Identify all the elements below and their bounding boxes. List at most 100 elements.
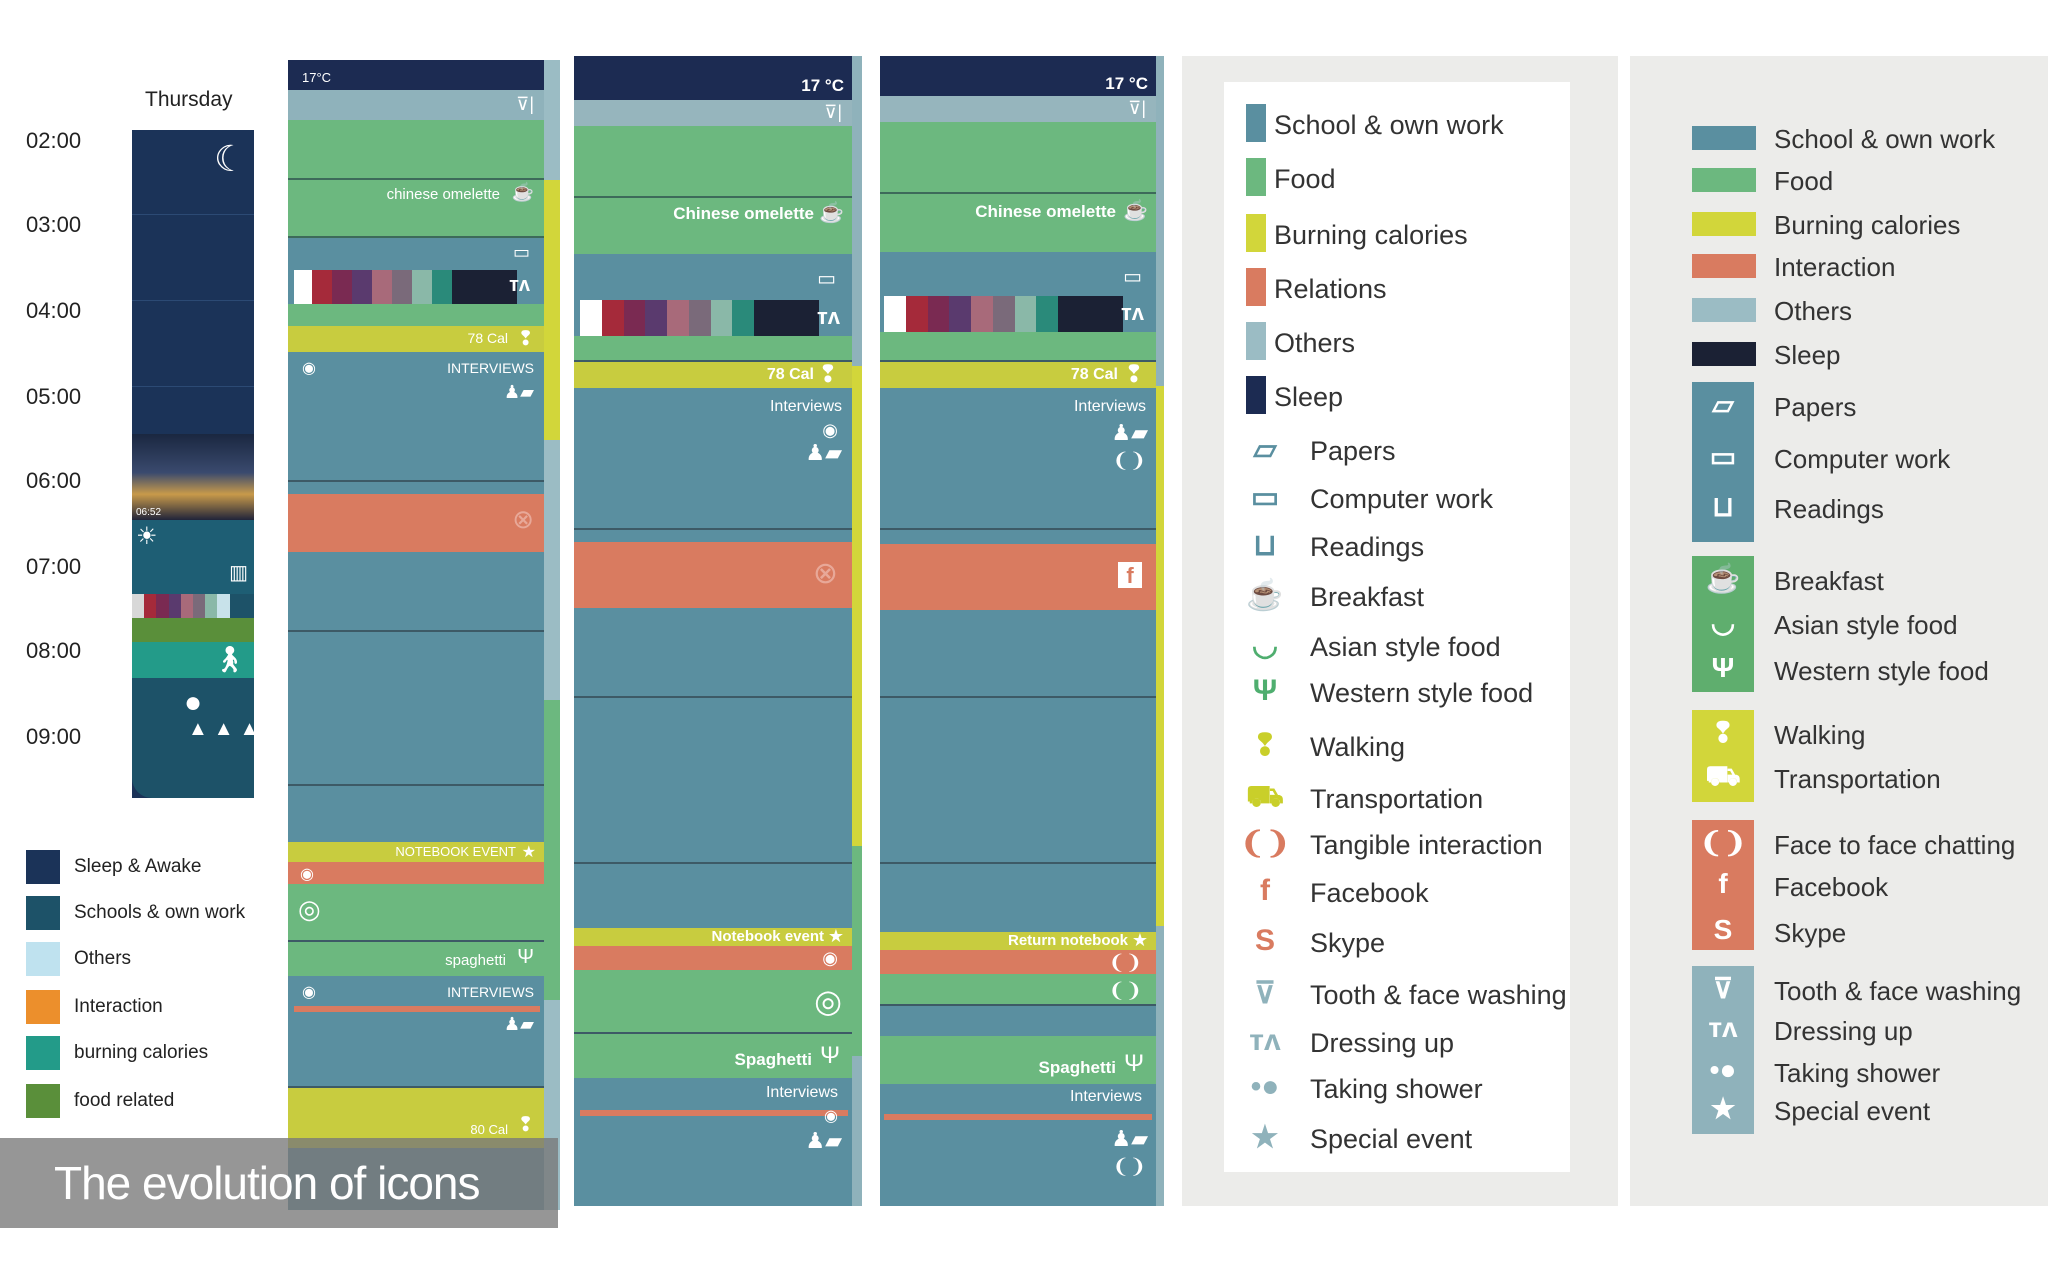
- legend-label: Others: [1274, 328, 1356, 358]
- legend-swatch: [1246, 158, 1266, 196]
- interviews-label: Interviews: [765, 1084, 838, 1101]
- interview-icon: ♟▰: [805, 1128, 842, 1153]
- shower-icon: ◎: [298, 894, 321, 924]
- interview-icon: ♟▰: [1111, 1126, 1148, 1151]
- legend-label: Special event: [1774, 1096, 1931, 1126]
- book-icon: ▥: [229, 562, 248, 584]
- food-label: Chinese omelette: [975, 202, 1116, 221]
- legend-label: Computer work: [1774, 444, 1951, 474]
- legend-swatch: [1692, 212, 1756, 236]
- target-icon: ◉: [302, 360, 316, 377]
- legend-swatch: [26, 850, 60, 884]
- legend-label: Food: [1774, 166, 1834, 196]
- legend-swatch: [26, 942, 60, 976]
- legend-label: Dressing up: [1774, 1016, 1913, 1046]
- facebook-icon: f: [1260, 874, 1270, 907]
- legend-label: burning calories: [74, 1042, 209, 1063]
- food-label: spaghetti: [445, 952, 506, 969]
- timeline-column-2: 17 °C ⊽| Chinese omelette ☕ ▭ ᴛᴧ 78 Cal …: [574, 56, 862, 1206]
- shower-icon: ◎: [814, 983, 842, 1019]
- legend-swatch: [1692, 342, 1756, 366]
- legend-panel-middle: [1182, 56, 1618, 1206]
- legend-icon-group: [1692, 710, 1754, 802]
- clothes-icon: ᴛᴧ: [1708, 1012, 1738, 1043]
- footprints-icon: ❢: [817, 361, 838, 388]
- legend-swatch: [1246, 104, 1266, 142]
- breakfast-icon: ☕: [1123, 200, 1148, 222]
- legend-label: Asian style food: [1774, 610, 1958, 640]
- hour-label: 06:00: [26, 468, 82, 493]
- legend-label: Special event: [1310, 1124, 1473, 1154]
- legend-label: Relations: [1274, 274, 1387, 304]
- food-label: chinese omelette: [386, 186, 500, 203]
- hands-icon: ❨❩: [1108, 952, 1142, 974]
- interview-icon: ♟▰: [504, 382, 534, 402]
- legend-label: Schools & own work: [74, 902, 246, 923]
- legend-label: Walking: [1310, 732, 1406, 762]
- facebook-icon: f: [1718, 868, 1728, 899]
- skype-icon: S: [1713, 914, 1733, 945]
- hands-icon: ❨❩: [1699, 827, 1747, 858]
- laptop-icon: ▭: [1250, 481, 1280, 514]
- calories-label: 78 Cal: [766, 366, 814, 383]
- book-icon: ⊔: [1712, 491, 1734, 522]
- legend-swatch: [26, 1036, 60, 1070]
- papers-icon: ▱: [1253, 433, 1277, 466]
- footprints-icon: ❢: [1711, 717, 1735, 748]
- legend-label: Sleep & Awake: [74, 856, 202, 877]
- bubbles-icon: •●: [1250, 1070, 1280, 1103]
- target-icon: ◉: [302, 984, 316, 1001]
- legend-swatch: [1692, 168, 1756, 192]
- legend-label: Skype: [1774, 918, 1847, 948]
- hour-label: 03:00: [26, 212, 82, 237]
- footprints-icon: ❢: [517, 1114, 534, 1136]
- people-icon: ▲▲▲: [188, 718, 254, 740]
- legend-icon-group: [1692, 556, 1754, 692]
- legend-swatch: [1692, 254, 1756, 278]
- breakfast-icon: ☕: [511, 182, 534, 202]
- fork-knife-icon: Ψ: [1123, 1050, 1144, 1077]
- cup-toothbrush-icon: ⊽: [1712, 973, 1734, 1004]
- hands-icon: ⊗: [812, 557, 838, 590]
- target-icon: ◉: [822, 948, 838, 968]
- hour-label: 09:00: [26, 724, 82, 749]
- legend-label: Tooth & face washing: [1310, 980, 1567, 1010]
- food-label: Chinese omelette: [673, 204, 814, 223]
- day-timeline-bar: ☾ 06:52 ☀ ▥ 🚶︎ ● ▲▲▲: [132, 130, 254, 798]
- legend-label: Readings: [1310, 532, 1425, 562]
- timeline-column-1: 17°C ⊽| chinese omelette ☕ ▭ ᴛᴧ 78 Cal ❢…: [288, 60, 560, 1210]
- legend-label: Food: [1274, 164, 1336, 194]
- facebook-icon: f: [1118, 562, 1142, 588]
- cup-toothbrush-icon: ⊽|: [516, 94, 534, 114]
- breakfast-icon: ☕: [1705, 563, 1741, 594]
- star-icon: ★: [521, 844, 536, 861]
- legend-label: Face to face chatting: [1774, 830, 2016, 860]
- hands-icon: ❨❩: [1112, 450, 1146, 472]
- event-label: Notebook event: [711, 928, 824, 945]
- clothes-icon: ᴛᴧ: [509, 274, 530, 296]
- legend-label: Skype: [1310, 928, 1386, 958]
- interview-icon: ♟▰: [504, 1014, 534, 1034]
- legend-label: Papers: [1310, 436, 1396, 466]
- walking-icon: 🚶︎: [212, 644, 246, 674]
- caption-banner: The evolution of icons: [0, 1138, 558, 1228]
- cup-toothbrush-icon: ⊽|: [1128, 98, 1146, 118]
- target-icon: ◉: [822, 420, 838, 440]
- legend-swatch: [26, 1084, 60, 1118]
- event-label: Return notebook: [1008, 932, 1128, 949]
- legend-label: Sleep: [1274, 382, 1344, 412]
- clothes-icon: ᴛᴧ: [1249, 1024, 1281, 1057]
- legend-label: food related: [74, 1090, 175, 1111]
- fork-knife-icon: Ψ: [517, 946, 534, 968]
- hands-icon: ❨❩: [1112, 1156, 1146, 1178]
- star-icon: ★: [1251, 1121, 1279, 1154]
- skype-icon: S: [1254, 924, 1275, 957]
- legend-icon-group: [1692, 966, 1754, 1134]
- fork-knife-icon: Ψ: [1252, 674, 1278, 707]
- legend-label: Taking shower: [1774, 1058, 1941, 1088]
- legend-swatch: [1246, 322, 1266, 360]
- clothes-icon: ᴛᴧ: [1120, 300, 1144, 325]
- calories-label: 78 Cal: [1070, 366, 1118, 383]
- legend-swatch: [1246, 268, 1266, 306]
- laptop-icon: ▭: [512, 242, 530, 262]
